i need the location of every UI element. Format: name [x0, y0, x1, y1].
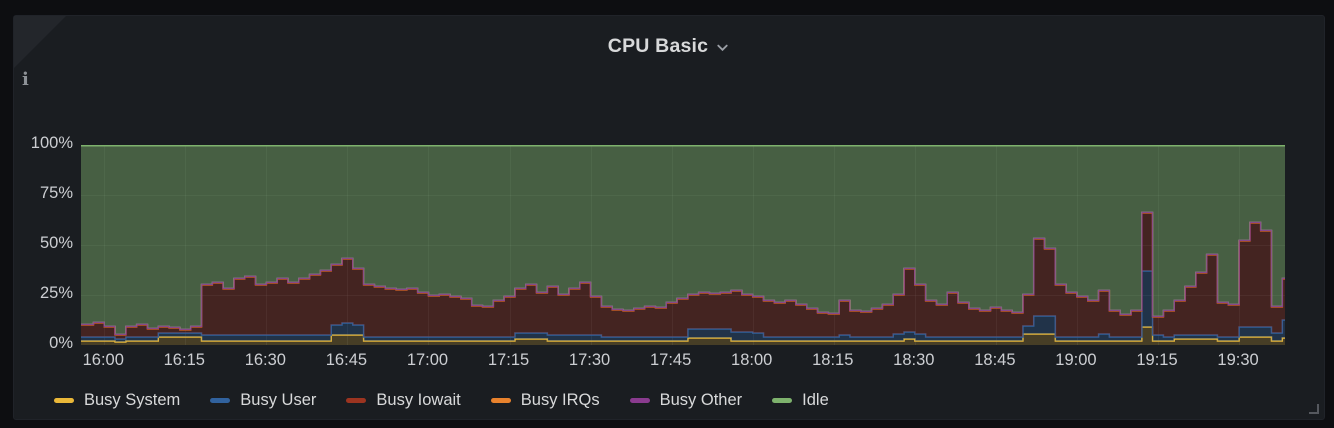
- legend-item[interactable]: Busy User: [210, 391, 316, 410]
- legend-swatch: [490, 397, 511, 403]
- resize-handle-icon[interactable]: [1309, 404, 1319, 414]
- legend-item[interactable]: Busy IRQs: [490, 390, 600, 410]
- legend-swatch: [629, 397, 650, 403]
- legend-item[interactable]: Busy Other: [629, 390, 743, 410]
- panel-title: CPU Basic: [607, 34, 709, 57]
- legend-label: Idle: [802, 390, 829, 409]
- legend-swatch: [210, 397, 231, 403]
- info-icon: i: [22, 69, 29, 90]
- legend-swatch: [772, 397, 793, 403]
- panel-info-corner[interactable]: i: [14, 16, 66, 89]
- chevron-down-icon: [717, 44, 728, 52]
- legend-item[interactable]: Busy System: [54, 391, 180, 410]
- legend-item[interactable]: Busy Iowait: [346, 390, 461, 410]
- legend-item[interactable]: Idle: [772, 391, 829, 410]
- panel-header[interactable]: CPU Basic: [14, 32, 1324, 60]
- cpu-basic-panel: i CPU Basic Busy System Busy User: [13, 15, 1325, 420]
- legend-label: Busy Iowait: [376, 390, 461, 409]
- legend-swatch: [346, 397, 367, 403]
- cpu-chart-canvas[interactable]: [81, 145, 1285, 345]
- legend-label: Busy System: [84, 390, 181, 409]
- legend-label: Busy IRQs: [520, 390, 600, 409]
- legend-label: Busy User: [240, 390, 317, 409]
- legend: Busy System Busy User Busy Iowait Busy I…: [54, 387, 829, 413]
- legend-label: Busy Other: [659, 390, 743, 409]
- legend-swatch: [54, 397, 74, 403]
